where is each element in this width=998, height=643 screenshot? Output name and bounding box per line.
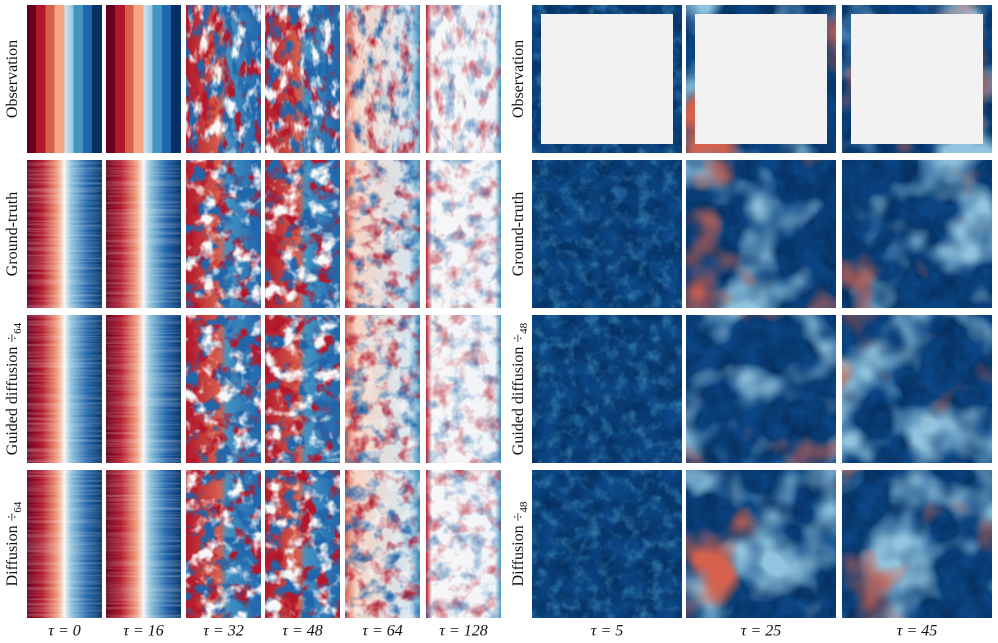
panel: [842, 470, 992, 618]
column-label: τ = 45: [897, 623, 938, 640]
panel: [186, 470, 261, 618]
panel: [686, 315, 836, 463]
panel: [842, 5, 992, 153]
row-label-text: Observation: [510, 40, 527, 118]
column-label: τ = 48: [282, 623, 323, 640]
panel: [345, 470, 420, 618]
column-label: τ = 32: [203, 623, 244, 640]
panel: [842, 160, 992, 308]
column-label: τ = 16: [123, 623, 164, 640]
panel: [345, 315, 420, 463]
panel: [106, 470, 181, 618]
panel: [186, 160, 261, 308]
panel: [106, 5, 181, 153]
row-label-subscript: 64: [12, 322, 24, 334]
panel: [532, 315, 682, 463]
panel: [106, 315, 181, 463]
panel: [27, 315, 102, 463]
panel: [686, 160, 836, 308]
row-label-text: Diffusion ÷: [4, 512, 21, 586]
row-label: Diffusion ÷48: [510, 501, 530, 586]
panel: [426, 315, 501, 463]
panel: [265, 315, 340, 463]
panel: [532, 470, 682, 618]
panel: [27, 160, 102, 308]
panel: [345, 160, 420, 308]
column-label: τ = 64: [362, 623, 403, 640]
row-label-text: Diffusion ÷: [510, 512, 527, 586]
column-label: τ = 128: [439, 623, 488, 640]
panel: [686, 470, 836, 618]
row-label: Guided diffusion ÷64: [4, 322, 24, 455]
row-label-text: Observation: [4, 40, 21, 118]
column-label: τ = 5: [591, 623, 624, 640]
row-label-text: Guided diffusion ÷: [510, 334, 527, 456]
row-label: Observation: [4, 40, 21, 118]
row-label: Guided diffusion ÷48: [510, 322, 530, 455]
panel: [842, 315, 992, 463]
column-label: τ = 25: [741, 623, 782, 640]
panel: [186, 5, 261, 153]
row-label-text: Ground-truth: [510, 192, 527, 276]
panel: [426, 160, 501, 308]
panel: [27, 470, 102, 618]
panel: [426, 470, 501, 618]
row-label-subscript: 48: [518, 322, 530, 334]
row-label: Observation: [510, 40, 527, 118]
row-label: Ground-truth: [4, 192, 21, 276]
panel: [426, 5, 501, 153]
row-label-text: Ground-truth: [4, 192, 21, 276]
row-label-text: Guided diffusion ÷: [4, 334, 21, 456]
row-label: Ground-truth: [510, 192, 527, 276]
panel: [532, 5, 682, 153]
panel: [186, 315, 261, 463]
panel: [532, 160, 682, 308]
panel: [27, 5, 102, 153]
row-label-subscript: 64: [12, 501, 24, 513]
panel: [265, 5, 340, 153]
row-label: Diffusion ÷64: [4, 501, 24, 586]
column-label: τ = 0: [48, 623, 81, 640]
row-label-subscript: 48: [518, 501, 530, 513]
panel: [686, 5, 836, 153]
panel: [345, 5, 420, 153]
panel: [265, 160, 340, 308]
panel: [265, 470, 340, 618]
panel: [106, 160, 181, 308]
